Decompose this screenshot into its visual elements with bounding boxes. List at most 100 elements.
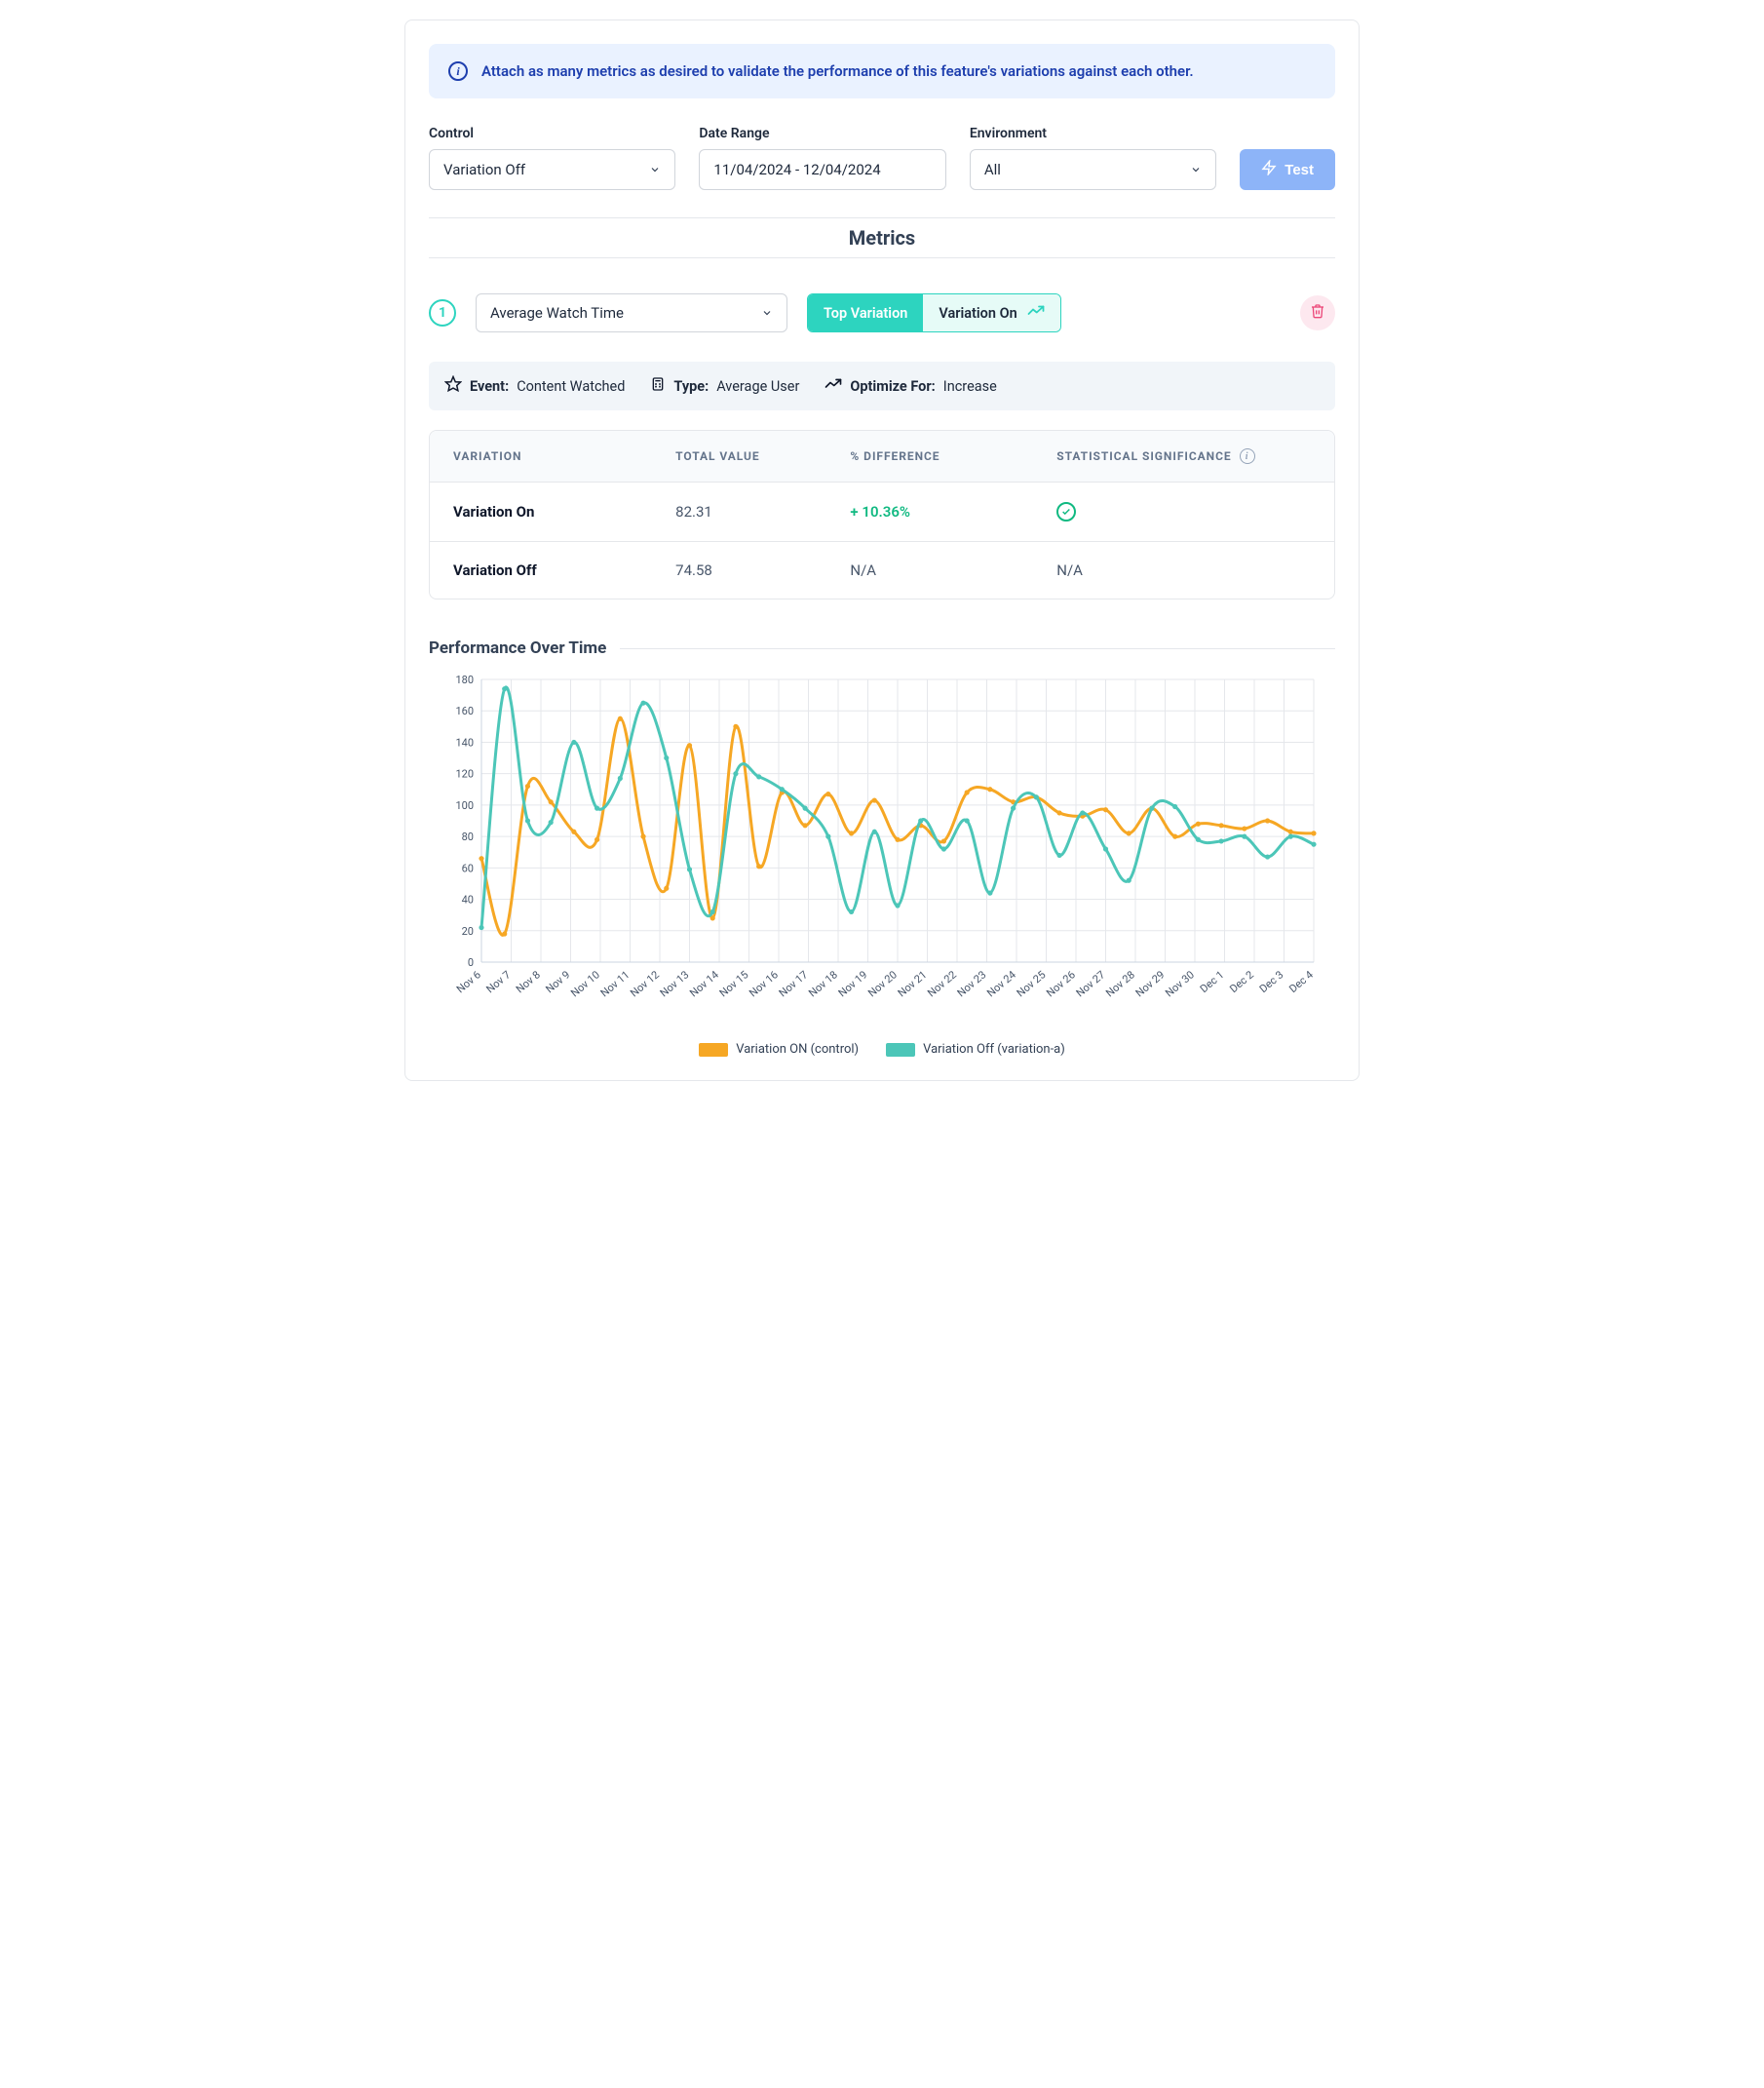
calculator-icon xyxy=(650,375,666,397)
svg-text:Nov 19: Nov 19 xyxy=(836,968,870,999)
star-icon xyxy=(444,375,462,397)
svg-text:Nov 9: Nov 9 xyxy=(543,968,572,995)
chart-legend: Variation ON (control) Variation Off (var… xyxy=(429,1042,1335,1057)
legend-label: Variation ON (control) xyxy=(736,1042,859,1057)
control-select[interactable]: Variation Off xyxy=(429,149,675,190)
environment-select[interactable]: All xyxy=(970,149,1216,190)
cell-sig xyxy=(1056,502,1311,522)
trash-icon xyxy=(1310,303,1325,323)
banner-text: Attach as many metrics as desired to val… xyxy=(481,62,1194,80)
type-value: Average User xyxy=(716,378,799,395)
svg-text:Nov 13: Nov 13 xyxy=(658,968,692,999)
chevron-down-icon xyxy=(761,307,773,319)
svg-text:Nov 25: Nov 25 xyxy=(1015,968,1049,999)
table-row: Variation Off74.58N/AN/A xyxy=(430,541,1334,599)
svg-text:Nov 14: Nov 14 xyxy=(687,968,721,999)
svg-text:Dec 3: Dec 3 xyxy=(1257,968,1286,995)
svg-text:20: 20 xyxy=(462,925,474,938)
svg-text:Nov 22: Nov 22 xyxy=(925,968,959,999)
svg-text:Nov 30: Nov 30 xyxy=(1163,968,1197,999)
metrics-title: Metrics xyxy=(833,226,931,250)
cell-variation: Variation On xyxy=(453,503,675,521)
svg-text:Nov 26: Nov 26 xyxy=(1044,968,1078,999)
svg-text:100: 100 xyxy=(455,799,474,812)
info-icon: i xyxy=(448,61,468,81)
lightning-icon xyxy=(1261,160,1277,179)
optimize-label: Optimize For: xyxy=(850,378,935,395)
date-range-label: Date Range xyxy=(699,126,945,141)
svg-text:Nov 10: Nov 10 xyxy=(568,968,602,999)
svg-text:Nov 6: Nov 6 xyxy=(454,968,483,995)
type-label: Type: xyxy=(673,378,709,395)
metric-select[interactable]: Average Watch Time xyxy=(476,293,787,332)
svg-text:140: 140 xyxy=(455,736,474,749)
performance-title: Performance Over Time xyxy=(429,638,1335,662)
control-label: Control xyxy=(429,126,675,141)
svg-text:Nov 12: Nov 12 xyxy=(628,968,662,999)
svg-text:Nov 23: Nov 23 xyxy=(955,968,989,999)
svg-text:Nov 27: Nov 27 xyxy=(1074,968,1108,999)
svg-text:Nov 17: Nov 17 xyxy=(777,968,811,999)
svg-text:Nov 7: Nov 7 xyxy=(483,968,513,995)
environment-label: Environment xyxy=(970,126,1216,141)
legend-swatch xyxy=(886,1043,915,1057)
top-variation-value: Variation On xyxy=(923,294,1059,331)
results-table: VARIATION TOTAL VALUE % DIFFERENCE STATI… xyxy=(429,430,1335,599)
metric-row: 1 Average Watch Time Top Variation Varia… xyxy=(429,293,1335,332)
table-header: VARIATION TOTAL VALUE % DIFFERENCE STATI… xyxy=(430,431,1334,482)
chevron-down-icon xyxy=(1190,164,1202,175)
svg-text:Nov 11: Nov 11 xyxy=(598,968,633,999)
svg-text:Nov 21: Nov 21 xyxy=(896,968,930,999)
th-total: TOTAL VALUE xyxy=(675,449,850,463)
table-row: Variation On82.31+ 10.36% xyxy=(430,482,1334,541)
cell-diff: N/A xyxy=(850,561,1056,579)
svg-text:Dec 1: Dec 1 xyxy=(1198,968,1227,995)
svg-text:Nov 20: Nov 20 xyxy=(865,968,900,999)
legend-item: Variation Off (variation-a) xyxy=(886,1042,1065,1057)
top-variation-label: Top Variation xyxy=(808,294,923,331)
environment-value: All xyxy=(984,161,1001,178)
svg-text:160: 160 xyxy=(455,705,474,717)
control-value: Variation Off xyxy=(443,161,525,178)
delete-metric-button[interactable] xyxy=(1300,295,1335,330)
th-sig: STATISTICAL SIGNIFICANCE xyxy=(1056,449,1231,463)
svg-text:Nov 8: Nov 8 xyxy=(514,968,543,995)
svg-text:Nov 28: Nov 28 xyxy=(1103,968,1137,999)
test-button[interactable]: Test xyxy=(1240,149,1335,190)
svg-text:60: 60 xyxy=(462,862,474,874)
cell-total: 74.58 xyxy=(675,561,850,579)
legend-swatch xyxy=(699,1043,728,1057)
chevron-down-icon xyxy=(649,164,661,175)
top-variation-pill: Top Variation Variation On xyxy=(807,293,1061,332)
cell-sig: N/A xyxy=(1056,561,1311,579)
optimize-value: Increase xyxy=(943,378,997,395)
svg-text:Nov 18: Nov 18 xyxy=(806,968,840,999)
svg-text:Dec 4: Dec 4 xyxy=(1286,968,1316,995)
cell-total: 82.31 xyxy=(675,503,850,521)
test-button-label: Test xyxy=(1285,162,1314,178)
metric-name: Average Watch Time xyxy=(490,304,624,322)
metric-meta-bar: Event: Content Watched Type: Average Use… xyxy=(429,362,1335,410)
filters-row: Control Variation Off Date Range 11/04/2… xyxy=(429,126,1335,190)
th-diff: % DIFFERENCE xyxy=(850,449,1056,463)
svg-text:Dec 2: Dec 2 xyxy=(1227,968,1256,995)
performance-chart: 020406080100120140160180Nov 6Nov 7Nov 8N… xyxy=(429,670,1335,1057)
svg-text:Nov 29: Nov 29 xyxy=(1133,968,1168,999)
svg-text:120: 120 xyxy=(455,768,474,781)
trend-up-icon xyxy=(1027,304,1045,322)
event-value: Content Watched xyxy=(517,378,625,395)
svg-text:40: 40 xyxy=(462,894,474,907)
date-range-value: 11/04/2024 - 12/04/2024 xyxy=(713,161,880,178)
svg-text:80: 80 xyxy=(462,831,474,843)
svg-text:180: 180 xyxy=(455,674,474,686)
cell-diff: + 10.36% xyxy=(850,503,1056,521)
metrics-divider: Metrics xyxy=(429,217,1335,258)
date-range-select[interactable]: 11/04/2024 - 12/04/2024 xyxy=(699,149,945,190)
info-icon[interactable]: i xyxy=(1240,448,1255,464)
check-icon xyxy=(1056,502,1076,522)
svg-text:0: 0 xyxy=(468,956,474,969)
legend-item: Variation ON (control) xyxy=(699,1042,859,1057)
th-variation: VARIATION xyxy=(453,449,675,463)
svg-text:Nov 24: Nov 24 xyxy=(984,968,1018,999)
info-banner: i Attach as many metrics as desired to v… xyxy=(429,44,1335,98)
